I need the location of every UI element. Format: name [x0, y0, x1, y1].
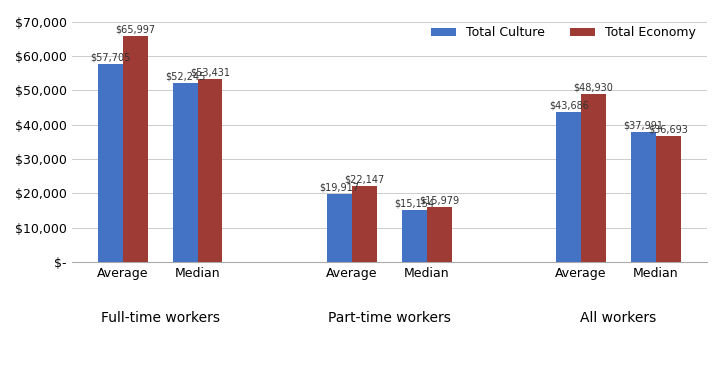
Bar — [581, 94, 606, 262]
Text: $43,686: $43,686 — [549, 101, 588, 111]
Text: $48,930: $48,930 — [573, 83, 613, 93]
Text: $36,693: $36,693 — [648, 125, 688, 135]
Text: Part-time workers: Part-time workers — [328, 311, 451, 325]
Bar — [557, 112, 581, 262]
Bar — [123, 35, 147, 262]
Bar — [402, 210, 427, 262]
Text: $65,997: $65,997 — [116, 24, 155, 34]
Bar — [173, 83, 198, 262]
Bar — [427, 207, 451, 262]
Text: $22,147: $22,147 — [344, 175, 384, 184]
Bar — [327, 193, 352, 262]
Bar — [656, 136, 681, 262]
Text: All workers: All workers — [580, 311, 656, 325]
Bar — [98, 64, 123, 262]
Text: $52,245: $52,245 — [165, 71, 206, 82]
Text: $19,917: $19,917 — [320, 182, 360, 192]
Legend: Total Culture, Total Economy: Total Culture, Total Economy — [426, 21, 701, 44]
Bar — [631, 132, 656, 262]
Text: Full-time workers: Full-time workers — [101, 311, 220, 325]
Bar — [352, 186, 377, 262]
Text: $57,705: $57,705 — [90, 53, 131, 63]
Bar — [198, 79, 222, 262]
Text: $15,979: $15,979 — [419, 196, 459, 206]
Text: $53,431: $53,431 — [190, 67, 230, 77]
Text: $37,991: $37,991 — [624, 120, 664, 130]
Text: $15,154: $15,154 — [394, 199, 435, 209]
